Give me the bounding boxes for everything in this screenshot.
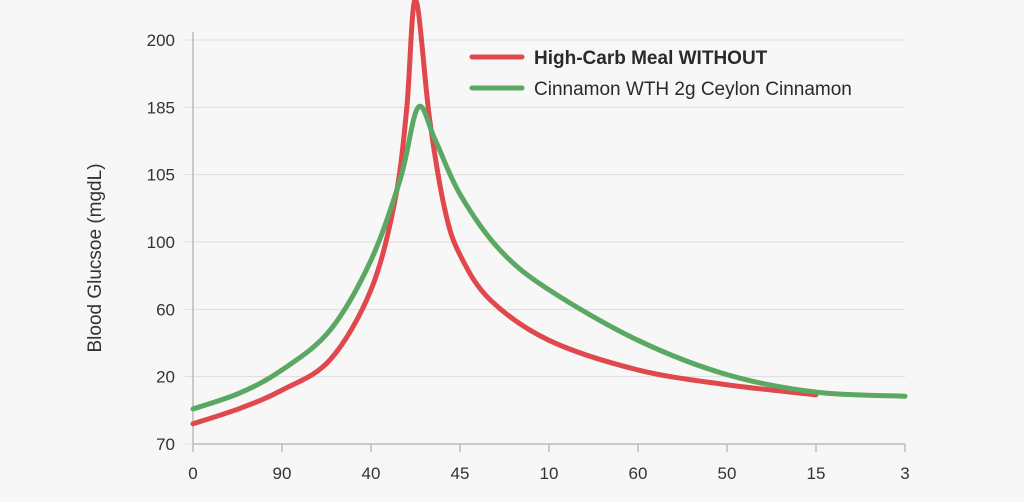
y-tick-label: 100: [147, 233, 175, 252]
x-tick-label: 15: [807, 464, 826, 483]
y-axis-ticks: 70 20 60 100 105 185 200: [147, 31, 175, 454]
x-tick-label: 0: [188, 464, 197, 483]
x-tick-label: 3: [900, 464, 909, 483]
series-lines: [190, 0, 908, 427]
legend-label-with: Cinnamon WTH 2g Ceylon Cinnamon: [534, 79, 852, 100]
series-line-without-cinnamon: [190, 0, 819, 427]
legend-label-without: High-Carb Meal WITHOUT: [534, 48, 768, 69]
y-tick-label: 60: [156, 300, 175, 319]
y-axis-label: Blood Glucsoe (mgdL): [85, 163, 106, 352]
legend: High-Carb Meal WITHOUT Cinnamon WTH 2g C…: [469, 48, 852, 100]
y-tick-label: 20: [156, 368, 175, 387]
series-line-with-cinnamon: [190, 103, 908, 412]
x-tick-label: 40: [362, 464, 381, 483]
x-tick-label: 10: [540, 464, 559, 483]
y-tick-label: 105: [147, 166, 175, 185]
y-tick-label: 70: [156, 435, 175, 454]
x-tick-label: 60: [629, 464, 648, 483]
y-tick-label: 185: [147, 98, 175, 117]
x-tick-label: 45: [451, 464, 470, 483]
x-tick-label: 90: [273, 464, 292, 483]
x-axis-ticks: 0 90 40 45 10 60 50 15 3: [188, 444, 910, 483]
x-tick-label: 50: [718, 464, 737, 483]
y-tick-label: 200: [147, 31, 175, 50]
